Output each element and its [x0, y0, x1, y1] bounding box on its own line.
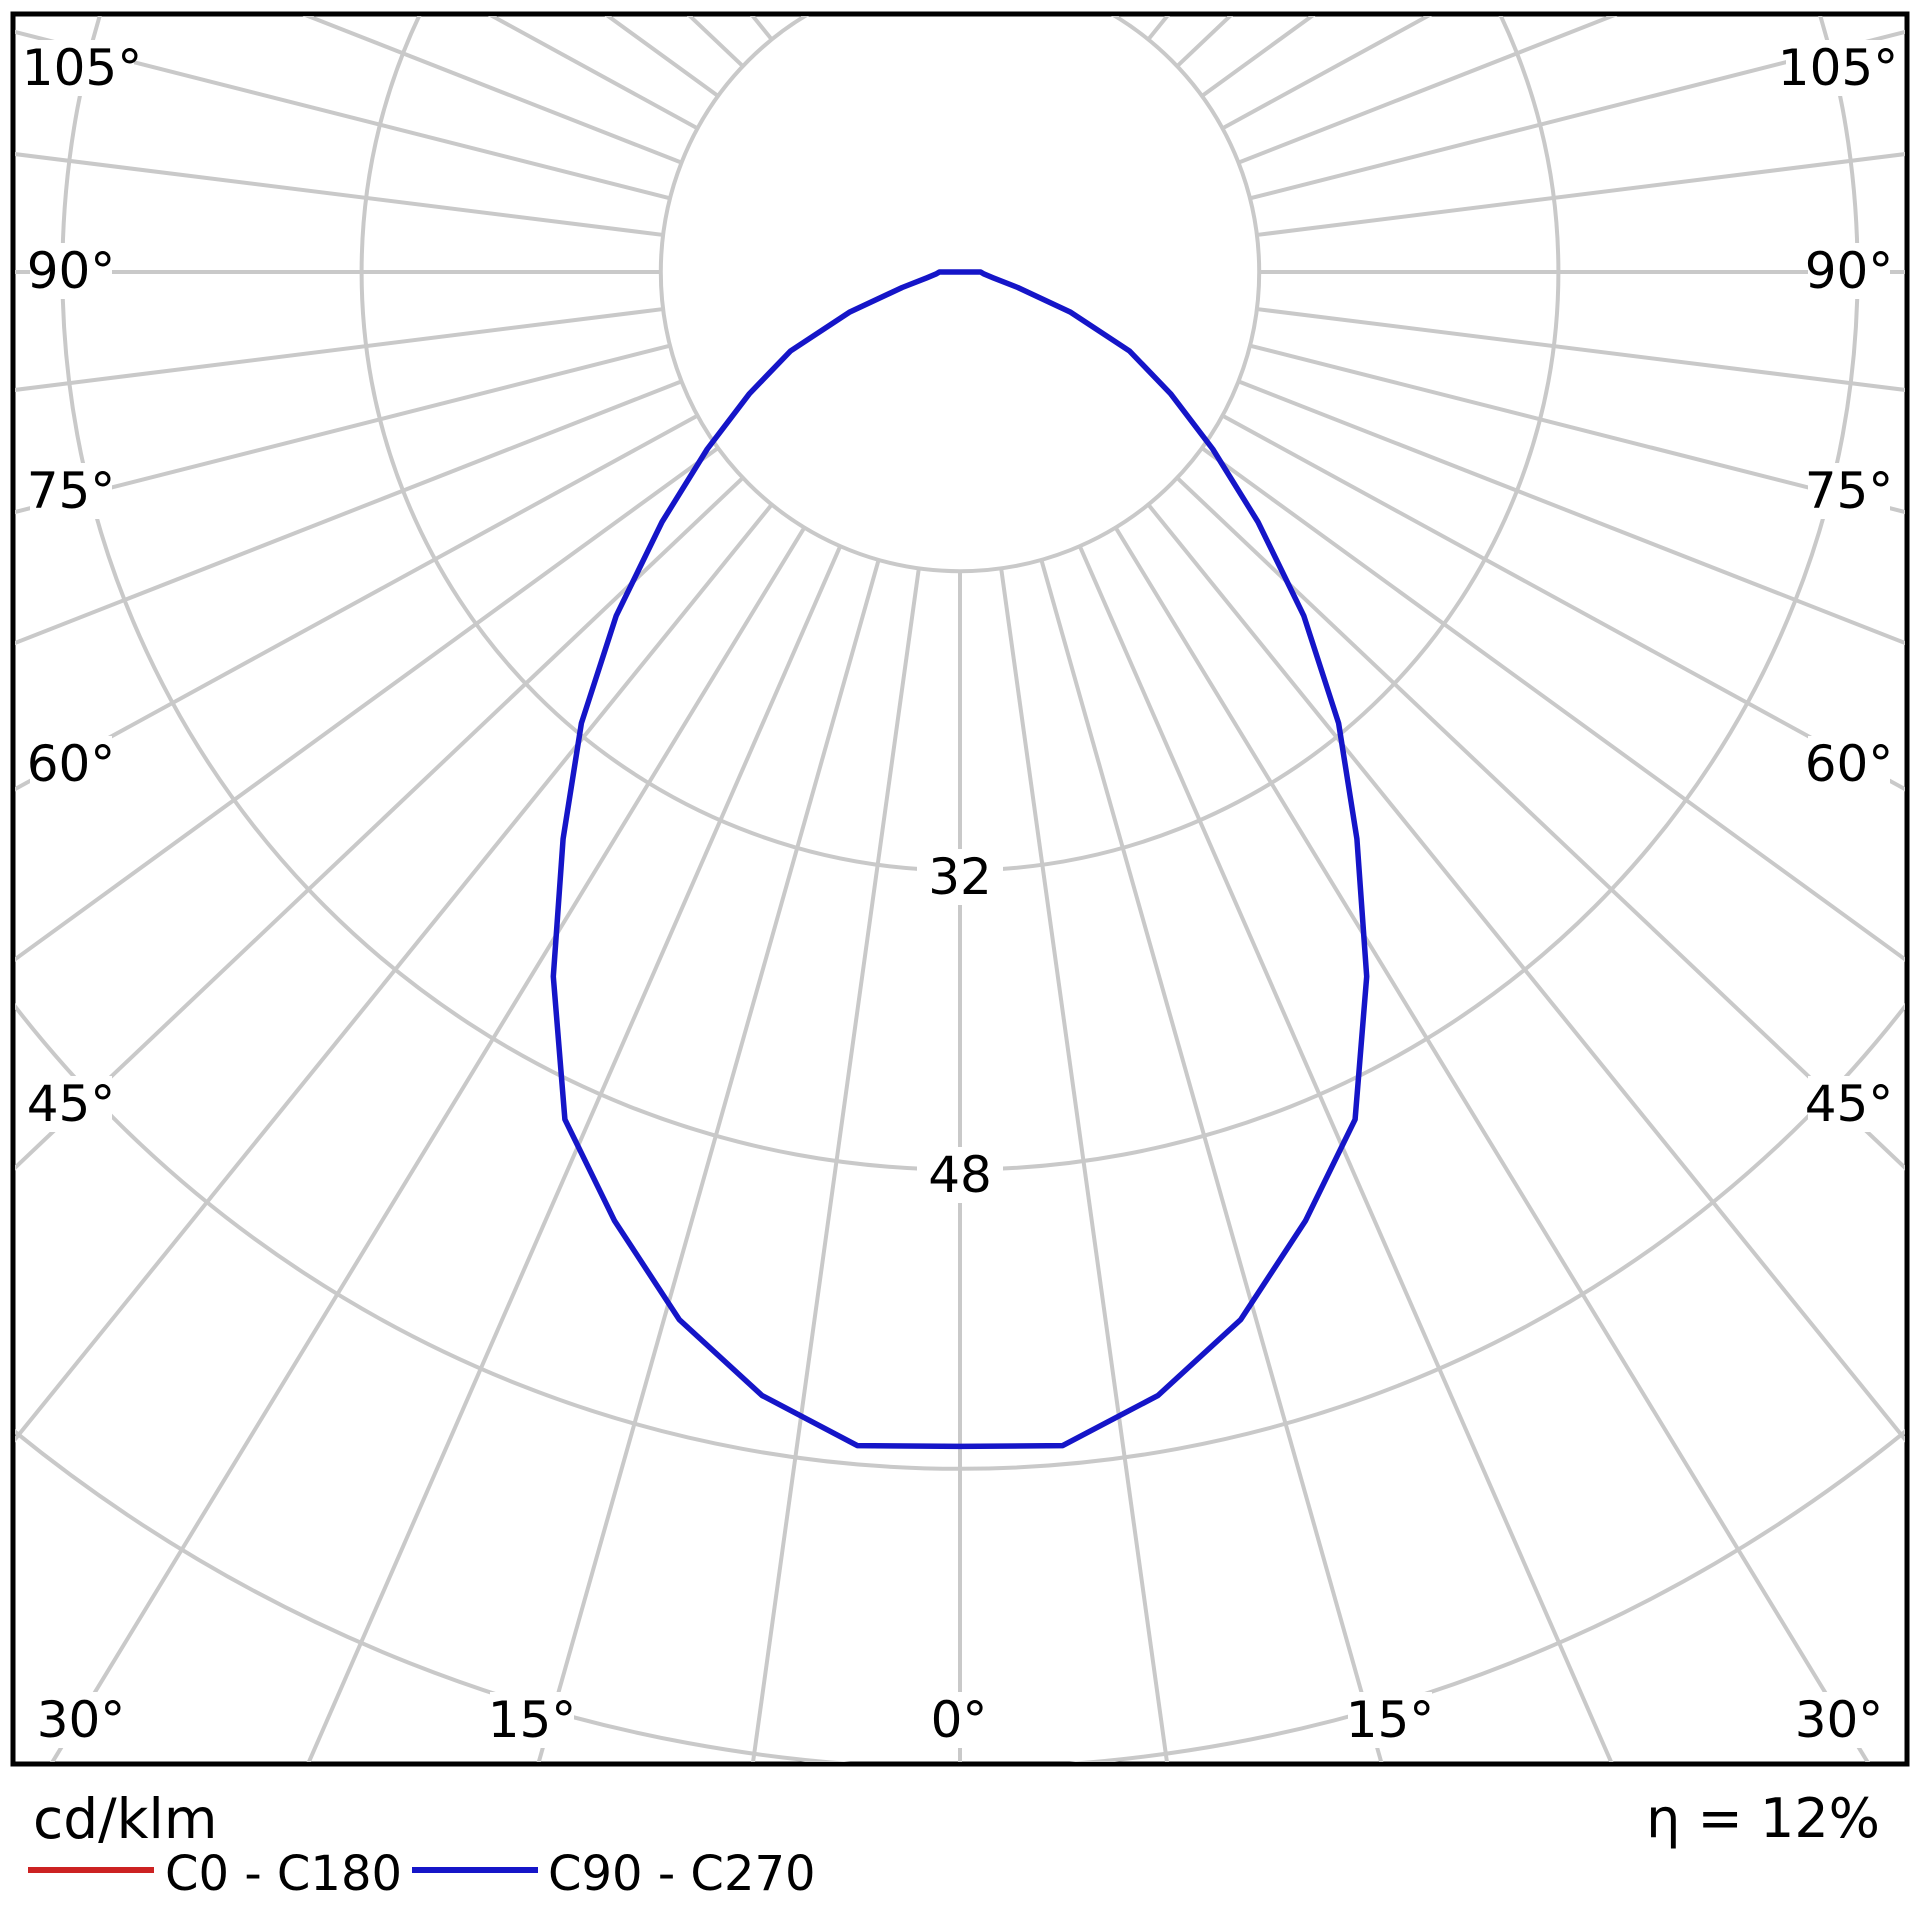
- light-output-ratio-label: η = 12%: [1646, 1787, 1880, 1850]
- ring-value-label-48: 48: [928, 1146, 992, 1204]
- legend-swatch-c0-c180: [28, 1867, 154, 1873]
- angle-label-bottom-2: 0°: [931, 1691, 988, 1749]
- angle-label-right-75°: 75°: [1805, 462, 1894, 520]
- angle-label-left-90°: 90°: [27, 242, 116, 300]
- ring-value-label-32: 32: [928, 848, 992, 906]
- angle-label-right-45°: 45°: [1805, 1075, 1894, 1133]
- angle-label-left-60°: 60°: [27, 735, 116, 793]
- angle-label-right-60°: 60°: [1805, 735, 1894, 793]
- angle-label-left-75°: 75°: [27, 462, 116, 520]
- angle-label-bottom-0: 30°: [37, 1691, 126, 1749]
- legend-swatch-c90-c270: [412, 1867, 538, 1873]
- units-label: cd/klm: [33, 1787, 218, 1851]
- angle-label-bottom-4: 30°: [1795, 1691, 1884, 1749]
- legend-label-c0-c180: C0 - C180: [165, 1846, 403, 1902]
- angle-label-right-90°: 90°: [1805, 242, 1894, 300]
- angle-label-bottom-1: 15°: [488, 1691, 577, 1749]
- curve-c90-c270: [550, 269, 1370, 1450]
- angle-label-left-45°: 45°: [27, 1075, 116, 1133]
- angle-label-bottom-3: 15°: [1346, 1691, 1435, 1749]
- legend-label-c90-c270: C90 - C270: [548, 1846, 816, 1902]
- angle-label-right-105°: 105°: [1778, 39, 1898, 97]
- angle-label-left-105°: 105°: [22, 39, 142, 97]
